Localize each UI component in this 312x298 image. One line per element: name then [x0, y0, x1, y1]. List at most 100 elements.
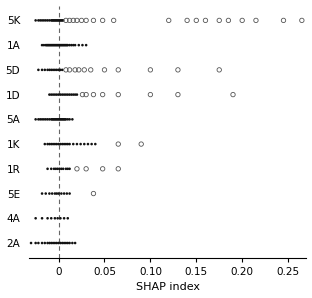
Point	[61, 43, 66, 47]
Point	[56, 117, 61, 122]
Point	[65, 142, 70, 146]
Point	[54, 191, 59, 196]
Point	[203, 18, 208, 23]
Point	[67, 241, 72, 246]
Point	[49, 216, 54, 221]
Point	[67, 92, 72, 97]
Point	[51, 92, 56, 97]
Point	[69, 43, 74, 47]
Point	[175, 92, 180, 97]
Point	[51, 142, 56, 146]
Point	[73, 43, 78, 47]
Point	[54, 67, 59, 72]
Point	[67, 166, 72, 171]
Point	[45, 18, 50, 23]
Point	[40, 117, 45, 122]
Point	[75, 142, 80, 146]
Point	[55, 216, 60, 221]
Point	[226, 18, 231, 23]
Point	[47, 18, 52, 23]
Point	[65, 216, 70, 221]
Point	[53, 166, 58, 171]
Point	[253, 18, 258, 23]
Point	[56, 191, 61, 196]
Point	[47, 67, 52, 72]
Point	[42, 67, 47, 72]
Point	[54, 142, 59, 146]
Point	[65, 117, 70, 122]
Point	[51, 117, 56, 122]
Point	[93, 142, 98, 146]
Point	[47, 92, 52, 97]
Point	[82, 142, 87, 146]
Point	[47, 117, 52, 122]
Point	[43, 117, 48, 122]
Point	[60, 92, 65, 97]
Point	[38, 18, 43, 23]
Point	[299, 18, 304, 23]
Point	[36, 18, 41, 23]
Point	[63, 18, 68, 23]
Point	[75, 18, 80, 23]
Point	[54, 43, 59, 47]
Point	[41, 18, 46, 23]
Point	[49, 241, 54, 246]
Point	[60, 241, 65, 246]
Point	[40, 43, 45, 47]
Point	[55, 43, 60, 47]
Point	[52, 92, 57, 97]
Point	[166, 18, 171, 23]
Point	[56, 43, 61, 47]
Point	[89, 142, 94, 146]
Point	[49, 43, 54, 47]
Point	[65, 92, 70, 97]
Point	[60, 43, 65, 47]
Point	[71, 92, 76, 97]
Point	[48, 43, 53, 47]
Point	[45, 166, 50, 171]
Point	[61, 241, 66, 246]
Point	[84, 43, 89, 47]
Point	[175, 67, 180, 72]
Point	[73, 92, 78, 97]
Point	[60, 117, 65, 122]
Point	[64, 191, 69, 196]
Point	[51, 241, 56, 246]
Point	[80, 43, 85, 47]
Point	[63, 166, 68, 171]
Point	[58, 67, 63, 72]
Point	[54, 117, 59, 122]
Point	[43, 43, 48, 47]
Point	[50, 117, 55, 122]
Point	[61, 18, 66, 23]
Point	[56, 92, 61, 97]
Point	[57, 18, 62, 23]
Point	[75, 92, 80, 97]
Point	[40, 67, 45, 72]
Point	[45, 142, 50, 146]
Point	[63, 67, 68, 72]
Point	[49, 92, 54, 97]
Point	[217, 67, 222, 72]
Point	[70, 241, 75, 246]
Point	[51, 18, 56, 23]
Point	[52, 117, 57, 122]
Point	[67, 191, 72, 196]
Point	[52, 142, 57, 146]
Point	[65, 241, 70, 246]
Point	[42, 142, 47, 146]
Point	[54, 241, 59, 246]
Point	[63, 241, 68, 246]
Point	[61, 117, 66, 122]
Point	[58, 92, 63, 97]
Point	[36, 117, 41, 122]
Point	[60, 142, 65, 146]
Point	[52, 241, 57, 246]
Point	[116, 67, 121, 72]
Point	[70, 117, 75, 122]
Point	[49, 142, 54, 146]
Point	[116, 142, 121, 146]
Point	[60, 67, 65, 72]
Point	[231, 92, 236, 97]
Point	[57, 117, 62, 122]
